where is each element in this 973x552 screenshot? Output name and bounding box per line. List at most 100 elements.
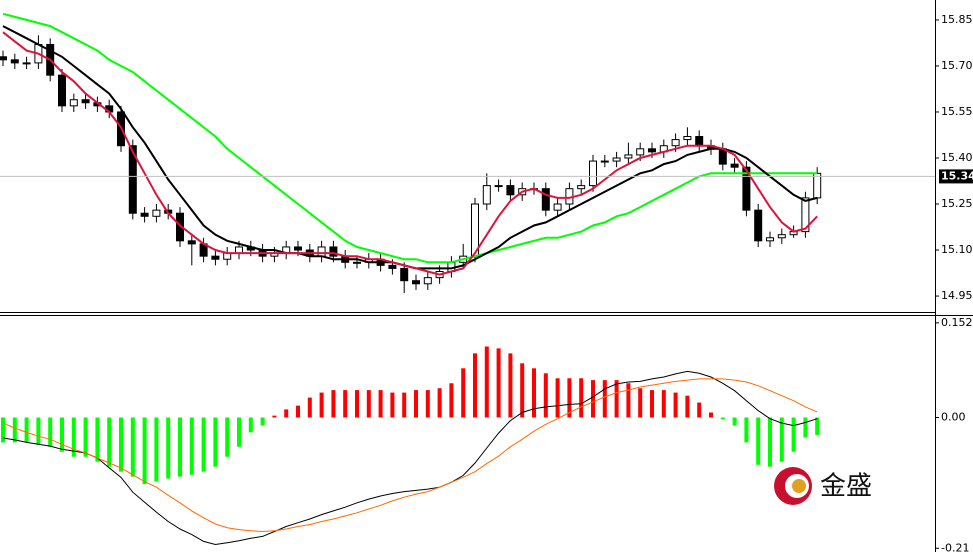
y-tick-label: 15.85 [941,13,973,26]
histogram-bar [614,380,619,418]
indicator-line [2,370,818,546]
last-price-label: 15.34 [941,169,973,182]
candle-body [187,240,196,245]
histogram-bar [237,417,241,447]
candle-body [541,188,550,211]
histogram-bar [638,388,643,418]
histogram-bar [24,417,29,443]
candle-body [329,246,338,257]
y-tick-label: 0.00 [941,410,966,423]
candle-body [813,172,822,199]
candle-body [412,280,420,285]
candle-body [69,99,78,107]
candle-body [777,234,786,239]
histogram-bar [414,390,418,418]
candle-body [742,166,751,211]
histogram-bar [720,417,725,420]
candle-body [695,136,704,147]
histogram-bar [189,417,194,475]
histogram-bar [1,417,5,443]
histogram-bar [425,390,430,418]
histogram-bar [71,417,76,457]
last-price-box [939,169,973,184]
histogram-bar [602,380,607,418]
histogram-bar [661,390,666,418]
histogram-bar [366,390,371,418]
histogram-bar [107,417,112,467]
histogram-bar [591,380,595,418]
histogram-bar [732,417,737,426]
histogram-bar [355,390,359,418]
y-tick-label: 15.70 [941,59,973,72]
candle-body [294,246,302,251]
histogram-bar [508,353,513,418]
histogram-bar [60,417,64,452]
candle-body [648,148,656,153]
candle-body [683,136,692,141]
candle-body [140,212,149,217]
candle-body [754,209,763,242]
candle-body [730,163,739,168]
histogram-bar [744,417,749,443]
histogram-bar [95,417,100,462]
histogram-bar [166,417,171,479]
candle-body [589,160,597,187]
plot-area [0,12,935,293]
histogram-bar [626,383,631,418]
histogram-bar [815,417,820,435]
candle-body [612,157,621,162]
candle-body [22,62,31,65]
histogram-bar [673,392,678,418]
histogram-bar [567,378,572,418]
candle-body [600,160,609,163]
histogram-bar [48,417,53,447]
histogram-bar [520,363,525,418]
indicator-line [2,378,818,533]
histogram-bar [284,409,289,418]
candle-body [152,209,161,217]
histogram-bar [532,368,536,418]
histogram-bar [343,390,348,418]
histogram-bar [390,392,395,418]
y-tick-label: 15.55 [941,105,973,118]
candle-body [671,139,680,147]
y-tick-label: -0.21 [941,541,969,552]
histogram-bar [142,417,147,485]
histogram-bar [178,417,182,477]
candle-body [211,255,220,260]
histogram-bar [319,392,324,418]
histogram-bar [12,417,17,443]
candle-body [553,203,562,211]
histogram-bar [437,388,442,418]
histogram-bar [83,417,88,457]
candle-body [636,148,645,156]
histogram-bar [154,417,159,482]
candle-body [801,197,810,233]
histogram-bar [260,417,265,426]
plot-area [1,346,820,546]
histogram-bar [213,417,218,467]
histogram-bar [248,417,253,433]
histogram-bar [697,402,702,418]
histogram-bar [779,417,784,462]
candle-body [400,267,409,282]
indicator-line [2,31,818,276]
histogram-bar [709,412,713,418]
histogram-bar [449,383,454,418]
histogram-bar [331,390,336,418]
histogram-bar [402,392,407,418]
candle-body [577,185,586,190]
y-tick-label: 14.95 [941,289,973,302]
histogram-bar [496,348,501,418]
candle-body [506,185,515,196]
candle-body [58,74,66,107]
histogram-bar [650,390,654,418]
candle-body [10,59,19,64]
histogram-bar [803,417,808,438]
histogram-bar [130,417,135,477]
histogram-bar [555,378,560,418]
histogram-bar [119,417,123,472]
candle-body [0,56,7,61]
histogram-bar [756,417,761,465]
